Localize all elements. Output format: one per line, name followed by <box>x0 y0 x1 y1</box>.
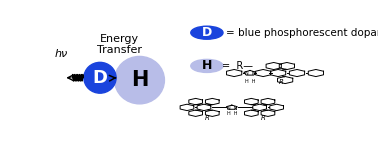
Text: D: D <box>93 69 107 87</box>
Text: R: R <box>205 115 209 121</box>
Text: R: R <box>260 115 265 121</box>
Text: H  H: H H <box>245 79 255 84</box>
Text: H: H <box>202 59 212 72</box>
Text: D: D <box>202 26 212 39</box>
Circle shape <box>191 59 223 72</box>
Text: =  R—: = R— <box>222 61 253 71</box>
Circle shape <box>191 26 223 39</box>
Text: = blue phosphorescent dopant: = blue phosphorescent dopant <box>226 28 378 38</box>
Text: hν: hν <box>54 49 68 59</box>
Ellipse shape <box>115 56 164 104</box>
Text: N  N: N N <box>245 71 255 76</box>
Text: Energy
Transfer: Energy Transfer <box>96 34 141 55</box>
Text: H  H: H H <box>226 111 237 116</box>
Ellipse shape <box>84 62 116 93</box>
Text: H: H <box>131 70 148 90</box>
Text: R: R <box>279 79 284 85</box>
Text: N  N: N N <box>226 105 237 111</box>
